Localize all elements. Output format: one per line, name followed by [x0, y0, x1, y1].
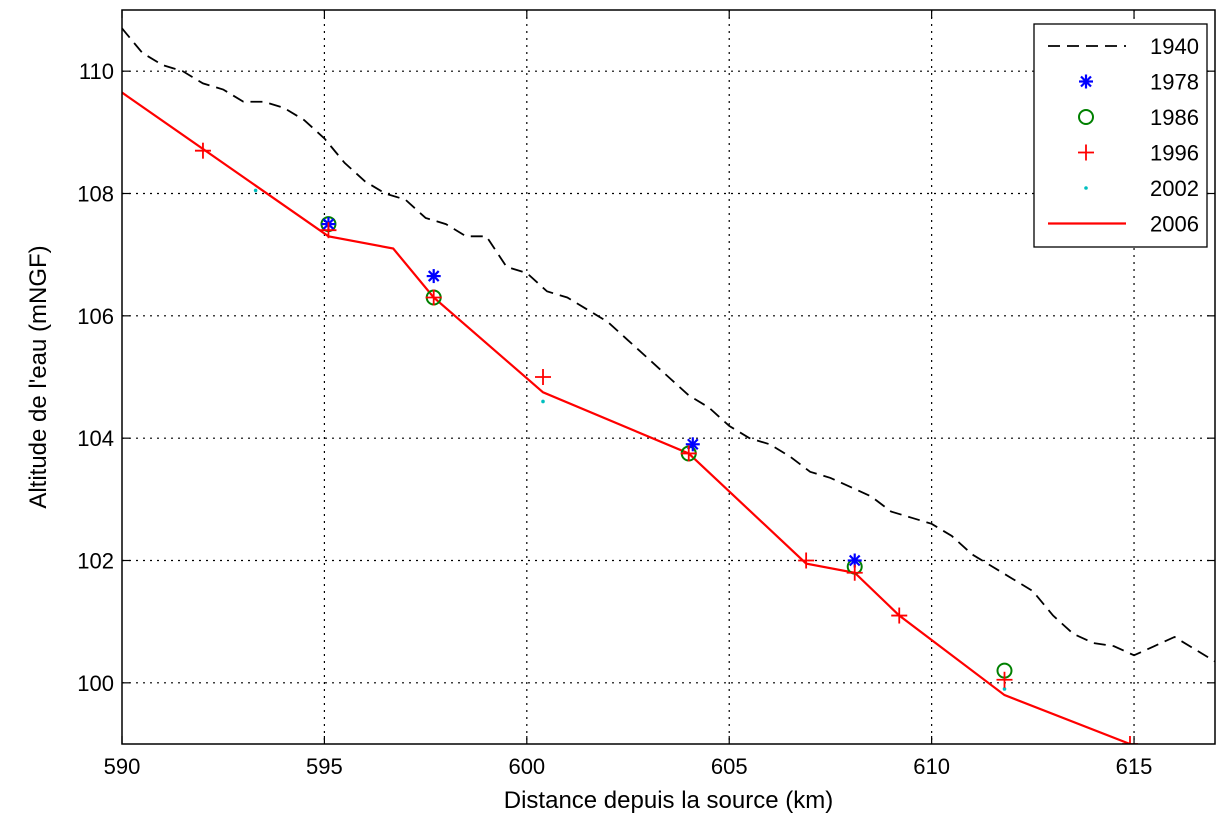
- y-tick-label: 100: [77, 671, 114, 696]
- data-point: [1121, 736, 1138, 744]
- data-point: [194, 142, 211, 159]
- x-tick-label: 595: [306, 754, 343, 779]
- y-tick-label: 102: [77, 549, 114, 574]
- legend-item: 1986: [1078, 105, 1199, 130]
- y-tick-label: 104: [77, 426, 114, 451]
- asterisk-stroke: [848, 554, 861, 567]
- x-axis-label: Distance depuis la source (km): [504, 787, 833, 814]
- legend-item: 2002: [1084, 176, 1199, 201]
- legend: 1940 1978 1986 1996 2002 2006: [1033, 23, 1208, 248]
- legend-item: 1940: [1048, 34, 1199, 59]
- x-tick-label: 600: [508, 754, 545, 779]
- series-layer: [122, 27, 1215, 744]
- legend-item: 1996: [1078, 141, 1199, 166]
- x-tick-label: 605: [711, 754, 748, 779]
- legend-label: 1996: [1150, 141, 1199, 166]
- legend-label: 2006: [1150, 212, 1199, 237]
- data-point: [891, 607, 908, 624]
- data-point: [425, 289, 442, 306]
- x-tick-label: 615: [1116, 754, 1153, 779]
- data-point: [320, 222, 337, 239]
- data-point: [253, 188, 258, 193]
- y-tick-label: 108: [77, 182, 114, 207]
- series-2002: [253, 188, 1007, 691]
- data-point: [535, 369, 552, 385]
- legend-item: 1978: [1079, 70, 1199, 95]
- y-tick-label: 106: [77, 304, 114, 329]
- legend-box: [1033, 23, 1208, 248]
- asterisk-stroke: [427, 270, 440, 282]
- asterisk-stroke: [1080, 75, 1092, 88]
- legend-label: 2002: [1150, 176, 1199, 201]
- legend-label: 1986: [1150, 105, 1199, 130]
- series-1996: [194, 142, 1138, 744]
- data-point: [680, 445, 697, 462]
- data-point: [996, 671, 1013, 688]
- legend-label: 1978: [1150, 70, 1199, 95]
- data-point: [846, 564, 863, 581]
- plot-frame: [121, 9, 1216, 745]
- data-point: [426, 269, 441, 284]
- data-point: [798, 552, 815, 569]
- series-line-1940: [122, 27, 1215, 663]
- legend-marker-1978: [1079, 74, 1093, 89]
- legend-item: 2006: [1048, 212, 1199, 237]
- legend-label: 1940: [1150, 34, 1199, 59]
- y-axis-label: Altitude de l'eau (mNGF): [25, 245, 52, 508]
- legend-marker-1986: [1078, 109, 1094, 125]
- grid: [122, 10, 1215, 744]
- x-tick-label: 610: [913, 754, 950, 779]
- data-point: [1002, 687, 1007, 691]
- ticks: 590 595 600 605 610 615 100 102 104 106 108 110: [77, 10, 1215, 779]
- y-tick-label: 110: [79, 59, 114, 84]
- x-tick-label: 590: [104, 754, 141, 779]
- series-1940: [122, 27, 1215, 663]
- legend-marker-1996: [1078, 144, 1094, 161]
- data-point: [541, 399, 545, 404]
- data-point: [847, 553, 862, 568]
- legend-marker-2002: [1084, 186, 1088, 190]
